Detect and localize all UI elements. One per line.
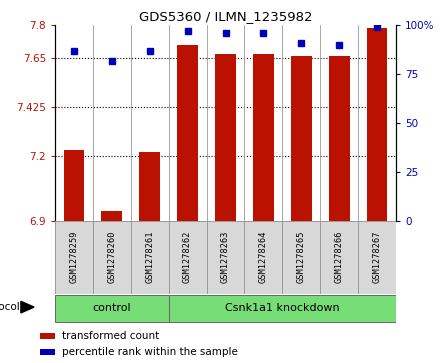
Bar: [40, 333, 55, 339]
Text: GSM1278264: GSM1278264: [259, 230, 268, 282]
Bar: [215, 54, 236, 221]
Bar: [282, 221, 320, 294]
Title: GDS5360 / ILMN_1235982: GDS5360 / ILMN_1235982: [139, 10, 312, 23]
Text: GSM1278261: GSM1278261: [145, 230, 154, 282]
Bar: [169, 221, 206, 294]
Bar: [291, 56, 312, 221]
Bar: [101, 211, 122, 221]
Bar: [320, 221, 358, 294]
Polygon shape: [21, 301, 34, 313]
Bar: [139, 152, 160, 221]
Text: GSM1278259: GSM1278259: [70, 230, 78, 282]
Text: protocol: protocol: [0, 302, 19, 312]
Bar: [253, 54, 274, 221]
Text: GSM1278265: GSM1278265: [297, 230, 306, 282]
Text: Csnk1a1 knockdown: Csnk1a1 knockdown: [225, 303, 340, 313]
Bar: [169, 295, 396, 322]
Text: GSM1278262: GSM1278262: [183, 230, 192, 282]
Text: GSM1278267: GSM1278267: [373, 230, 381, 282]
Text: control: control: [92, 303, 131, 313]
Bar: [245, 221, 282, 294]
Bar: [93, 221, 131, 294]
Bar: [63, 150, 84, 221]
Text: GSM1278263: GSM1278263: [221, 230, 230, 282]
Bar: [40, 349, 55, 355]
Bar: [55, 295, 169, 322]
Bar: [131, 221, 169, 294]
Text: GSM1278260: GSM1278260: [107, 230, 116, 282]
Bar: [55, 221, 93, 294]
Bar: [358, 221, 396, 294]
Text: transformed count: transformed count: [62, 331, 159, 341]
Bar: [206, 221, 245, 294]
Bar: [329, 56, 350, 221]
Text: percentile rank within the sample: percentile rank within the sample: [62, 347, 238, 357]
Text: GSM1278266: GSM1278266: [335, 230, 344, 282]
Bar: [177, 45, 198, 221]
Bar: [367, 28, 388, 221]
